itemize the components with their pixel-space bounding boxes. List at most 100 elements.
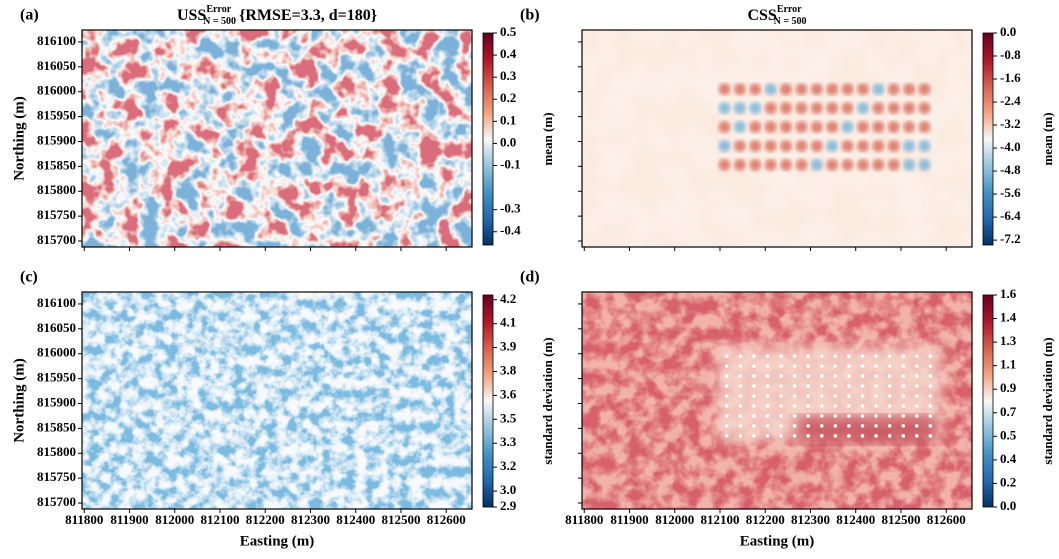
colorbar-tick-label: -7.2 xyxy=(1000,231,1021,246)
sample-dot xyxy=(738,364,743,368)
sample-dot xyxy=(928,374,933,378)
colorbar-tick-label: -0.1 xyxy=(500,156,521,171)
sample-blob xyxy=(918,139,931,152)
x-tick-label: 812300 xyxy=(791,512,830,527)
sample-dot xyxy=(724,374,729,378)
colorbar-tick-label: 0.0 xyxy=(1000,498,1016,513)
sample-blob xyxy=(872,83,885,96)
y-tick-label: 815700 xyxy=(37,232,76,247)
sample-blob xyxy=(903,102,916,115)
x-tick-label: 812100 xyxy=(200,512,239,527)
sample-dot xyxy=(928,384,933,388)
colorbar-tick-label: 3.3 xyxy=(500,434,517,449)
sample-dot xyxy=(833,394,838,398)
sample-blob xyxy=(718,121,731,134)
sample-blob xyxy=(826,83,839,96)
sample-blob xyxy=(764,158,777,171)
sample-dot xyxy=(819,364,824,368)
colorbar-tick-label: -5.6 xyxy=(1000,185,1021,200)
sample-dot xyxy=(833,434,838,438)
sample-dot xyxy=(847,404,851,408)
sample-blob xyxy=(887,83,900,96)
sample-blob xyxy=(826,158,839,171)
sample-dot xyxy=(779,394,783,398)
sample-dot xyxy=(724,404,729,408)
colorbar-tick-label: 3.8 xyxy=(500,362,517,377)
sample-blob xyxy=(733,121,746,134)
sample-dot xyxy=(779,374,783,378)
sample-dot xyxy=(874,414,878,418)
sample-dot xyxy=(860,394,865,398)
x-tick-label: 812200 xyxy=(746,512,785,527)
sample-dot xyxy=(915,364,919,368)
low-region xyxy=(796,415,938,444)
colorbar-tick-label: 4.2 xyxy=(500,291,516,306)
colorbar xyxy=(982,294,994,508)
panel: 811800 811900 812000 812100 812200 812300 8124… xyxy=(11,269,555,550)
sample-blob xyxy=(856,83,869,96)
sample-dot xyxy=(887,354,892,359)
colorbar xyxy=(482,32,494,246)
sample-blob xyxy=(887,121,900,134)
sample-blob xyxy=(795,83,808,96)
panel: 0.0 -0.8 -1.6 -2.4 -3.2 -4.0 -4.8 -5.6 -6.4 -7.2 m… xyxy=(520,4,1055,251)
sample-dot xyxy=(833,354,838,359)
sample-dot xyxy=(928,404,933,408)
colorbar-tick-label: -2.4 xyxy=(1000,93,1021,108)
sample-dot xyxy=(792,374,797,378)
sample-dot xyxy=(860,364,865,368)
sample-dot xyxy=(738,414,743,418)
title-subscript: N = 500 xyxy=(203,16,236,27)
sample-blob xyxy=(918,158,931,171)
sample-dot xyxy=(752,374,756,378)
sample-dot xyxy=(752,384,756,388)
colorbar-tick-label: 0.4 xyxy=(500,46,517,61)
sample-dot xyxy=(915,374,919,378)
y-tick-label: 816000 xyxy=(37,83,76,98)
sample-blob xyxy=(733,139,746,152)
sample-dot xyxy=(847,434,851,438)
colorbar-tick-label: 1.6 xyxy=(1000,286,1017,301)
sample-dot xyxy=(901,434,906,438)
sample-blob xyxy=(764,83,777,96)
colorbar-tick-label: 3.0 xyxy=(500,482,516,497)
chart-title: CSSError N = 500 xyxy=(747,4,806,27)
sample-dot xyxy=(928,424,933,428)
sample-dot xyxy=(779,404,783,408)
sample-blob xyxy=(872,139,885,152)
sample-blob xyxy=(795,102,808,115)
sample-blob xyxy=(841,83,854,96)
sample-dot xyxy=(901,404,906,408)
sample-blob xyxy=(826,102,839,115)
panel-letter: (a) xyxy=(20,7,39,24)
sample-blob xyxy=(780,83,793,96)
sample-dot xyxy=(724,434,729,438)
sample-dot xyxy=(752,404,756,408)
sample-blob xyxy=(903,121,916,134)
sample-blob xyxy=(733,83,746,96)
sample-dot xyxy=(847,384,851,388)
sample-blob xyxy=(856,139,869,152)
sample-dot xyxy=(928,414,933,418)
chart-title: USSError N = 500 {RMSE=3.3, d=180} xyxy=(177,4,377,27)
sample-dot xyxy=(806,414,811,418)
sample-dot xyxy=(724,394,729,398)
title-superscript: Error xyxy=(206,4,231,15)
sample-dot xyxy=(806,394,811,398)
colorbar-label: mean (m) xyxy=(540,112,555,165)
sample-dot xyxy=(833,404,838,408)
sample-dot xyxy=(765,374,770,378)
sample-blob xyxy=(780,139,793,152)
sample-blob xyxy=(887,139,900,152)
sample-dot xyxy=(887,364,892,368)
sample-blob xyxy=(810,121,823,134)
sample-blob xyxy=(841,158,854,171)
plot-frame xyxy=(81,29,473,248)
x-tick-label: 812500 xyxy=(381,512,420,527)
sample-blob xyxy=(718,158,731,171)
sample-blob xyxy=(780,102,793,115)
colorbar-tick-label: 4.1 xyxy=(500,315,516,330)
sample-dot xyxy=(806,434,811,438)
colorbar-tick-label: 0.4 xyxy=(1000,451,1017,466)
